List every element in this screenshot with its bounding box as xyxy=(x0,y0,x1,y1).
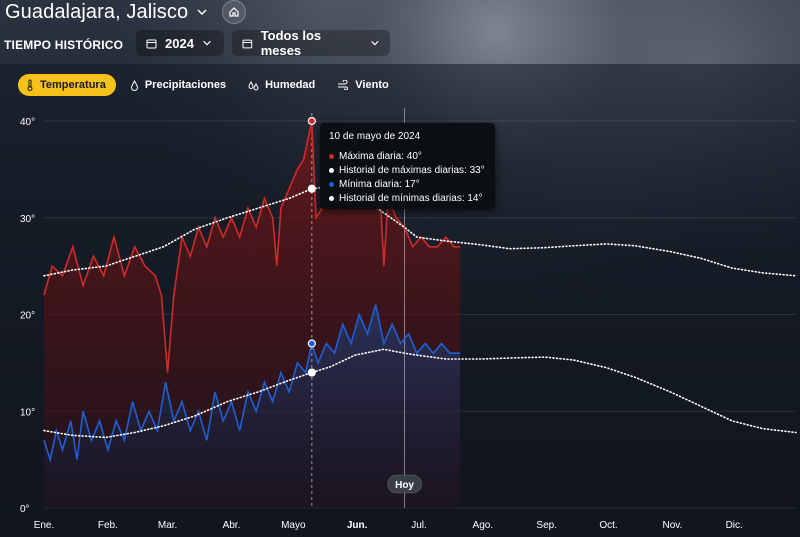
legend-dot xyxy=(329,182,334,187)
tooltip-text: Historial de máximas diarias: 33° xyxy=(339,165,485,176)
tab-humedad[interactable]: Humedad xyxy=(240,74,323,96)
tooltip-text: Máxima diaria: 40° xyxy=(339,151,422,162)
tab-label: Precipitaciones xyxy=(144,79,227,91)
tab-viento[interactable]: Viento xyxy=(329,74,396,96)
marker-hist-min xyxy=(307,368,316,377)
legend-dot xyxy=(329,168,334,173)
x-tick-label: Jul. xyxy=(411,520,427,531)
chevron-down-icon xyxy=(197,9,207,16)
tooltip-text: Mínima diaria: 17° xyxy=(339,179,420,190)
tooltip-row-hist-max: Historial de máximas diarias: 33° xyxy=(329,165,485,176)
section-label: TIEMPO HISTÓRICO xyxy=(4,38,124,52)
marker-min xyxy=(307,339,316,348)
tooltip-date: 10 de mayo de 2024 xyxy=(329,131,421,142)
x-tick-label: Ene. xyxy=(34,520,55,531)
chevron-down-icon xyxy=(203,40,211,46)
marker-max xyxy=(307,116,316,126)
y-tick-label: 0° xyxy=(20,504,30,515)
y-tick-label: 10° xyxy=(20,407,35,418)
x-tick-label: Feb. xyxy=(98,520,118,531)
x-tick-label: Sep. xyxy=(536,520,557,531)
location-name: Guadalajara, Jalisco xyxy=(5,0,189,23)
y-tick-label: 20° xyxy=(20,311,35,322)
y-tick-label: 30° xyxy=(20,214,35,225)
legend-dot xyxy=(329,154,334,159)
x-tick-label: Ago. xyxy=(473,520,494,531)
calendar-icon xyxy=(242,39,253,48)
calendar-icon xyxy=(146,39,157,48)
tooltip-text: Historial de mínimas diarias: 14° xyxy=(339,193,483,204)
tooltip-row-max: Máxima diaria: 40° xyxy=(329,151,422,162)
x-tick-label: Oct. xyxy=(599,520,617,531)
today-pill xyxy=(387,474,423,494)
tooltip-row-hist-min: Historial de mínimas diarias: 14° xyxy=(329,193,483,204)
humidity-icon xyxy=(248,80,259,90)
marker-hist-max xyxy=(307,184,316,193)
x-tick-label: Mar. xyxy=(158,520,177,531)
tooltip-row-min: Mínima diaria: 17° xyxy=(329,179,420,190)
year-dropdown[interactable]: 2024 xyxy=(136,30,224,56)
months-dropdown[interactable]: Todos los meses xyxy=(232,28,390,58)
y-tick-label: 40° xyxy=(20,117,35,128)
metric-tabs: Temperatura Precipitaciones Humedad Vien… xyxy=(18,74,397,96)
tab-label: Viento xyxy=(355,79,389,91)
x-tick-label: Nov. xyxy=(662,520,682,531)
x-tick-label: Jun. xyxy=(347,520,368,531)
year-value: 2024 xyxy=(165,35,194,51)
series-hist-min-line xyxy=(43,348,797,439)
legend-dot xyxy=(329,196,334,201)
header: Guadalajara, Jalisco TIEMPO HISTÓRICO 20… xyxy=(0,0,800,64)
months-value: Todos los meses xyxy=(260,28,322,58)
location-selector[interactable]: Guadalajara, Jalisco xyxy=(5,0,247,24)
thermometer-icon xyxy=(27,79,33,91)
tab-label: Humedad xyxy=(265,79,316,91)
home-icon[interactable] xyxy=(222,0,247,24)
chart-tooltip: 10 de mayo de 2024 Máxima diaria: 40° Hi… xyxy=(320,123,495,209)
tab-temperatura[interactable]: Temperatura xyxy=(18,74,116,96)
chevron-down-icon xyxy=(371,40,379,46)
tab-label: Temperatura xyxy=(40,79,106,91)
x-tick-label: Mayo xyxy=(281,520,306,531)
x-tick-label: Abr. xyxy=(223,520,241,531)
wind-icon xyxy=(338,80,349,90)
x-tick-label: Dic. xyxy=(726,520,743,531)
droplet-icon xyxy=(130,79,138,91)
today-label: Hoy xyxy=(395,480,414,491)
tab-precipitaciones[interactable]: Precipitaciones xyxy=(122,74,234,96)
series-min-line xyxy=(43,304,461,463)
